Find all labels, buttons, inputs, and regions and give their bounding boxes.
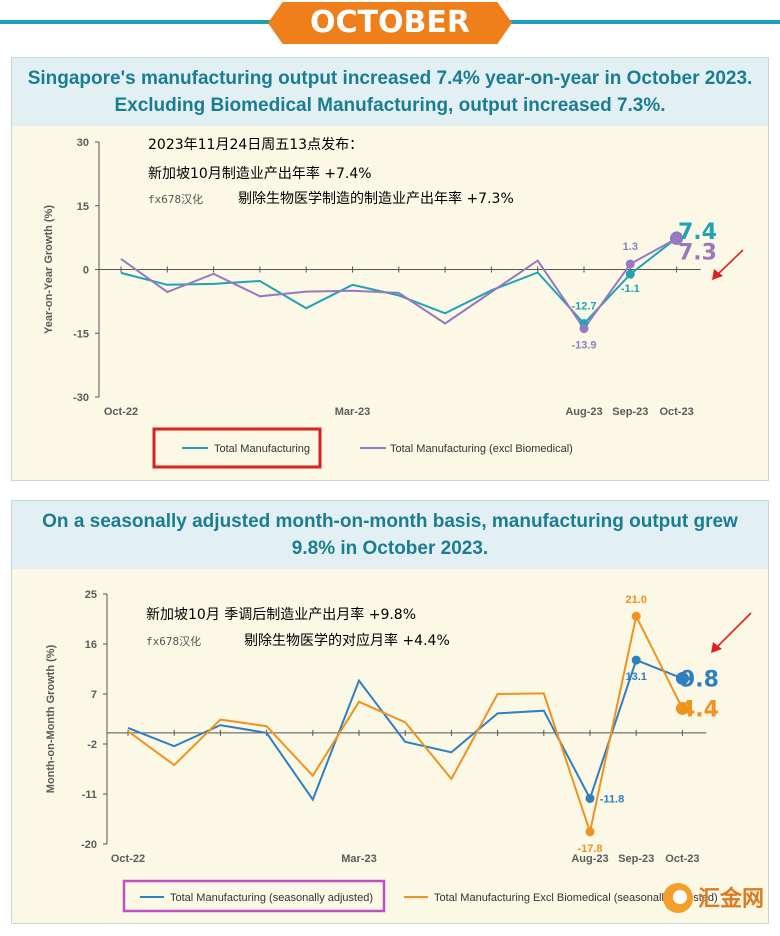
- y-tick-label: -15: [73, 328, 89, 340]
- legend-highlight-box: [152, 427, 322, 469]
- data-label: -17.8: [577, 843, 602, 855]
- callout-value: 4.4: [680, 697, 719, 722]
- header-line-1: On a seasonally adjusted month-on-month …: [42, 511, 738, 532]
- chart-panel-mom: On a seasonally adjusted month-on-month …: [11, 500, 769, 924]
- legend-label-total: Total Manufacturing (seasonally adjusted…: [170, 892, 373, 904]
- y-tick-label: -20: [81, 839, 97, 851]
- data-label: -13.9: [571, 340, 596, 352]
- mom-chart: 25 16 7 -2 -11 -20 Oct-22 Mar-23 Aug-23 Sep-23 Oct…: [45, 589, 752, 913]
- red-arrowhead-icon: [712, 269, 723, 280]
- x-tick-label: Oct-23: [665, 853, 699, 865]
- y-axis-label: Month-on-Month Growth (%): [45, 644, 57, 793]
- y-tick-label: -11: [82, 789, 97, 801]
- callout-value: 9.8: [680, 667, 719, 692]
- chart-annotation: 新加坡10月制造业产出年率 +7.4%: [148, 165, 372, 182]
- data-point: [631, 611, 641, 621]
- x-tick-label: Mar-23: [335, 406, 370, 418]
- chart-header-mom: On a seasonally adjusted month-on-month …: [12, 501, 768, 569]
- yoy-chart: 30 15 0 -15 -30 Oct-22 Mar-23 Aug-23 Sep-23 Oct-2…: [43, 137, 744, 469]
- y-tick-label: -2: [87, 739, 97, 751]
- red-arrow-icon: [715, 249, 744, 277]
- data-label: 1.3: [623, 241, 638, 253]
- data-label: -11.8: [600, 793, 624, 805]
- y-axis-label: Year-on-Year Growth (%): [43, 205, 55, 334]
- data-point: [670, 231, 684, 245]
- header-line-2: Excluding Biomedical Manufacturing, outp…: [114, 95, 666, 116]
- chart-annotation: 新加坡10月 季调后制造业产出月率 +9.8%: [146, 606, 416, 623]
- y-tick-label: 0: [83, 265, 89, 277]
- callout-value: 7.4: [678, 220, 717, 245]
- data-label: 21.0: [625, 594, 646, 606]
- chart-annotation: fx678汉化: [146, 634, 201, 648]
- x-tick-label: Oct-22: [104, 406, 138, 418]
- data-point: [585, 793, 595, 803]
- x-tick-label: Sep-23: [612, 406, 648, 418]
- y-tick-label: 25: [85, 589, 97, 601]
- x-tick-label: Aug-23: [565, 406, 602, 418]
- x-tick-label: Mar-23: [341, 853, 376, 865]
- legend-label-total: Total Manufacturing: [214, 443, 310, 455]
- data-point: [675, 671, 689, 685]
- chart-panel-yoy: Singapore's manufacturing output increas…: [11, 57, 769, 481]
- callout-value: 7.3: [678, 240, 717, 265]
- x-tick-label: Sep-23: [618, 853, 654, 865]
- chart-annotation: 2023年11月24日周五13点发布：: [148, 137, 363, 153]
- data-label: -1.1: [621, 283, 640, 295]
- legend-highlight-box: [122, 879, 386, 913]
- data-label: -12.7: [571, 300, 596, 312]
- page-banner: OCTOBER 2023: [268, 2, 512, 44]
- y-tick-label: -30: [73, 392, 89, 404]
- x-tick-label: Oct-22: [111, 853, 145, 865]
- x-tick-label: Oct-23: [659, 406, 693, 418]
- y-tick-label: 15: [77, 201, 89, 213]
- data-label: 13.1: [625, 671, 646, 683]
- banner-area: OCTOBER 2023: [0, 0, 780, 48]
- red-arrow-icon: [714, 612, 752, 650]
- header-line-1: Singapore's manufacturing output increas…: [27, 68, 753, 89]
- data-point: [675, 701, 689, 715]
- watermark-logo-icon: [673, 890, 687, 904]
- data-point: [585, 827, 595, 837]
- data-point: [631, 655, 641, 665]
- legend-label-excl: Total Manufacturing Excl Biomedical (sea…: [434, 892, 718, 904]
- y-tick-label: 7: [91, 689, 97, 701]
- chart-annotation: fx678汉化: [148, 192, 203, 206]
- legend-label-excl: Total Manufacturing (excl Biomedical): [390, 443, 573, 455]
- x-tick-label: Aug-23: [571, 853, 608, 865]
- chart-annotation: 剔除生物医学制造的制造业产出年率 +7.3%: [238, 190, 514, 207]
- data-point: [579, 324, 589, 334]
- data-point: [625, 259, 635, 269]
- red-arrowhead-icon: [711, 642, 722, 653]
- y-tick-label: 16: [85, 639, 97, 651]
- chart-header-yoy: Singapore's manufacturing output increas…: [12, 58, 768, 126]
- watermark-logo: 汇金网: [662, 880, 774, 920]
- chart-annotation: 剔除生物医学的对应月率 +4.4%: [244, 632, 450, 649]
- data-point: [625, 269, 635, 279]
- watermark-text: 汇金网: [698, 886, 764, 912]
- y-tick-label: 30: [77, 137, 89, 149]
- watermark-logo-graphic: 汇金网: [663, 883, 764, 913]
- header-line-2: 9.8% in October 2023.: [291, 538, 489, 559]
